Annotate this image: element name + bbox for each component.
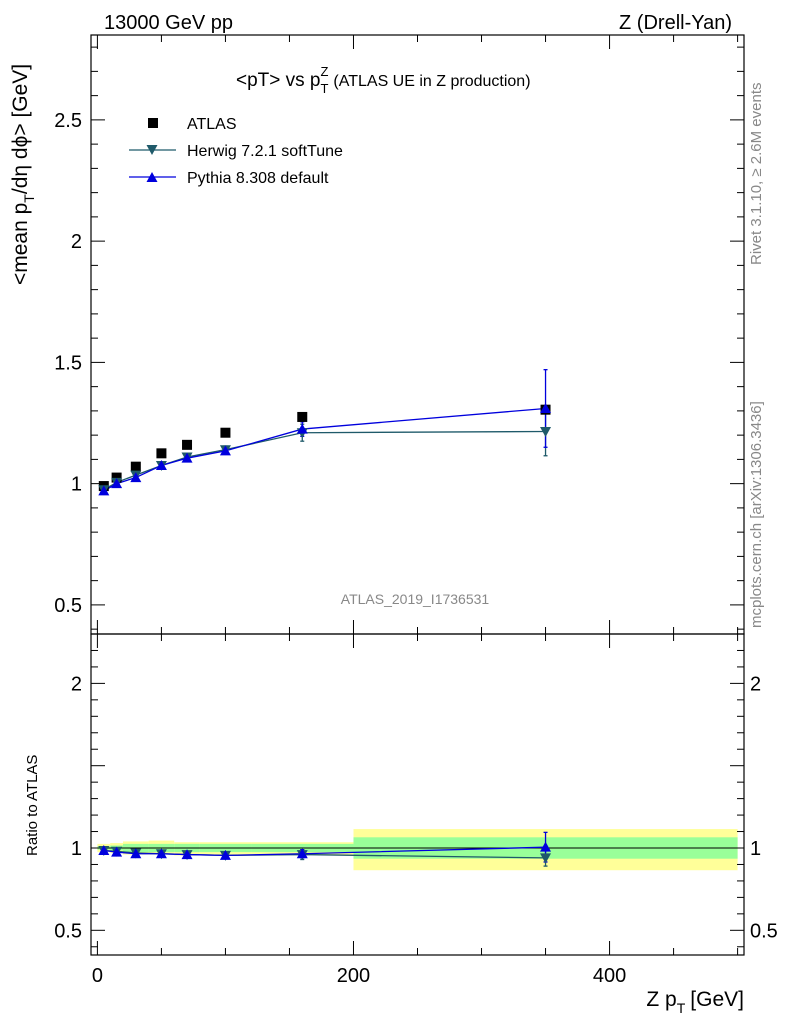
ratio-series-1-marker-4	[181, 849, 193, 860]
header-left: 13000 GeV pp	[104, 12, 233, 34]
ratio-axis-ticks: 0.5 1 2 0.5 1 2 0 200 400	[54, 633, 778, 987]
atlas-data-point-2	[130, 461, 141, 472]
analysis-watermark: ATLAS_2019_I1736531	[341, 591, 490, 607]
ratio-series-1-marker-7	[540, 841, 552, 852]
ratio-series-layer	[98, 831, 552, 867]
x-tick-label-0: 0	[92, 965, 103, 987]
legend-label-pythia: Pythia 8.308 default	[187, 170, 329, 187]
chart-title-tail: (ATLAS UE in Z production)	[333, 73, 530, 90]
y-axis-label: <mean pT/dη dϕ> [GeV]	[9, 64, 37, 285]
series-1-marker-2	[130, 472, 142, 483]
x-tick-label-2: 400	[593, 965, 626, 987]
main-series-layer	[98, 369, 552, 496]
series-line-1	[103, 407, 546, 492]
y-tick-label-2: 1.5	[54, 352, 82, 374]
ratio-series-1-marker-0	[98, 844, 110, 855]
ratio-series-1-marker-6	[296, 848, 308, 859]
ratio-series-1-marker-5	[219, 849, 231, 860]
legend-marker-herwig	[146, 145, 158, 155]
series-1-marker-3	[155, 459, 167, 470]
legend-label-herwig: Herwig 7.2.1 softTune	[187, 143, 343, 160]
panel-frames	[90, 34, 745, 956]
series-1-marker-5	[219, 445, 231, 456]
x-axis-label-sub: T	[677, 1000, 686, 1016]
ratio-y-axis-label: Ratio to ATLAS	[24, 755, 41, 856]
main-axis-ticks: 0.5 1 1.5 2 2.5	[54, 35, 744, 634]
series-1-marker-4	[181, 452, 193, 463]
x-axis-label-main: Z p	[646, 988, 676, 1011]
y-tick-label-3: 2	[71, 231, 82, 253]
ratio-y-tick-label-right-1: 1	[750, 838, 761, 860]
ratio-series-line-1	[103, 846, 546, 857]
atlas-data-point-3	[156, 448, 167, 459]
ratio-y-tick-label-2: 2	[71, 673, 82, 695]
atlas-data-point-6	[297, 411, 308, 422]
ratio-y-tick-label-right-2: 2	[750, 673, 761, 695]
ratio-y-tick-label-right-0: 0.5	[750, 920, 778, 942]
series-line-0	[103, 430, 546, 491]
series-1-marker-1	[111, 478, 123, 489]
series-1-marker-6	[296, 423, 308, 434]
legend-label-atlas: ATLAS	[187, 116, 237, 133]
y-axis-label-sub: T	[21, 194, 37, 203]
y-tick-label-0: 0.5	[54, 595, 82, 617]
ratio-series-0-marker-7	[540, 853, 552, 864]
x-axis-label: Z pT [GeV]	[646, 988, 744, 1016]
atlas-data-point-4	[182, 439, 193, 450]
y-axis-label-main: <mean p	[9, 203, 32, 285]
side-label-bottom: mcplots.cern.ch [arXiv:1306.3436]	[748, 401, 765, 628]
atlas-data-point-1	[111, 472, 122, 483]
chart-title-sup: Z	[320, 64, 328, 79]
side-label-top: Rivet 3.1.10, ≥ 2.6M events	[748, 83, 765, 266]
legend: ATLAS Herwig 7.2.1 softTune Pythia 8.308…	[129, 116, 343, 187]
legend-marker-pythia	[146, 172, 158, 182]
ratio-series-1-marker-2	[130, 848, 142, 859]
chart-title-sub: T	[321, 81, 329, 96]
x-axis-label-tail: [GeV]	[690, 988, 744, 1011]
ratio-uncertainty-bands	[91, 829, 744, 871]
ratio-series-1-marker-3	[155, 848, 167, 859]
y-tick-label-4: 2.5	[54, 110, 82, 132]
atlas-data-point-5	[220, 427, 231, 438]
ratio-y-tick-label-0: 0.5	[54, 920, 82, 942]
series-0-marker-7	[540, 427, 552, 438]
legend-marker-atlas	[148, 118, 158, 128]
chart-title: <pT> vs pTZ (ATLAS UE in Z production)	[236, 64, 531, 96]
series-1-marker-0	[98, 485, 110, 496]
ratio-panel-frame	[90, 633, 745, 956]
y-tick-label-1: 1	[71, 474, 82, 496]
ratio-y-tick-label-1: 1	[71, 838, 82, 860]
x-tick-label-1: 200	[337, 965, 370, 987]
series-1-marker-7	[540, 402, 552, 413]
chart-title-main: <pT> vs p	[236, 70, 321, 91]
y-axis-label-tail: /dη dϕ> [GeV]	[9, 64, 32, 194]
ratio-series-1-marker-1	[111, 846, 123, 857]
header-right: Z (Drell-Yan)	[619, 12, 732, 34]
